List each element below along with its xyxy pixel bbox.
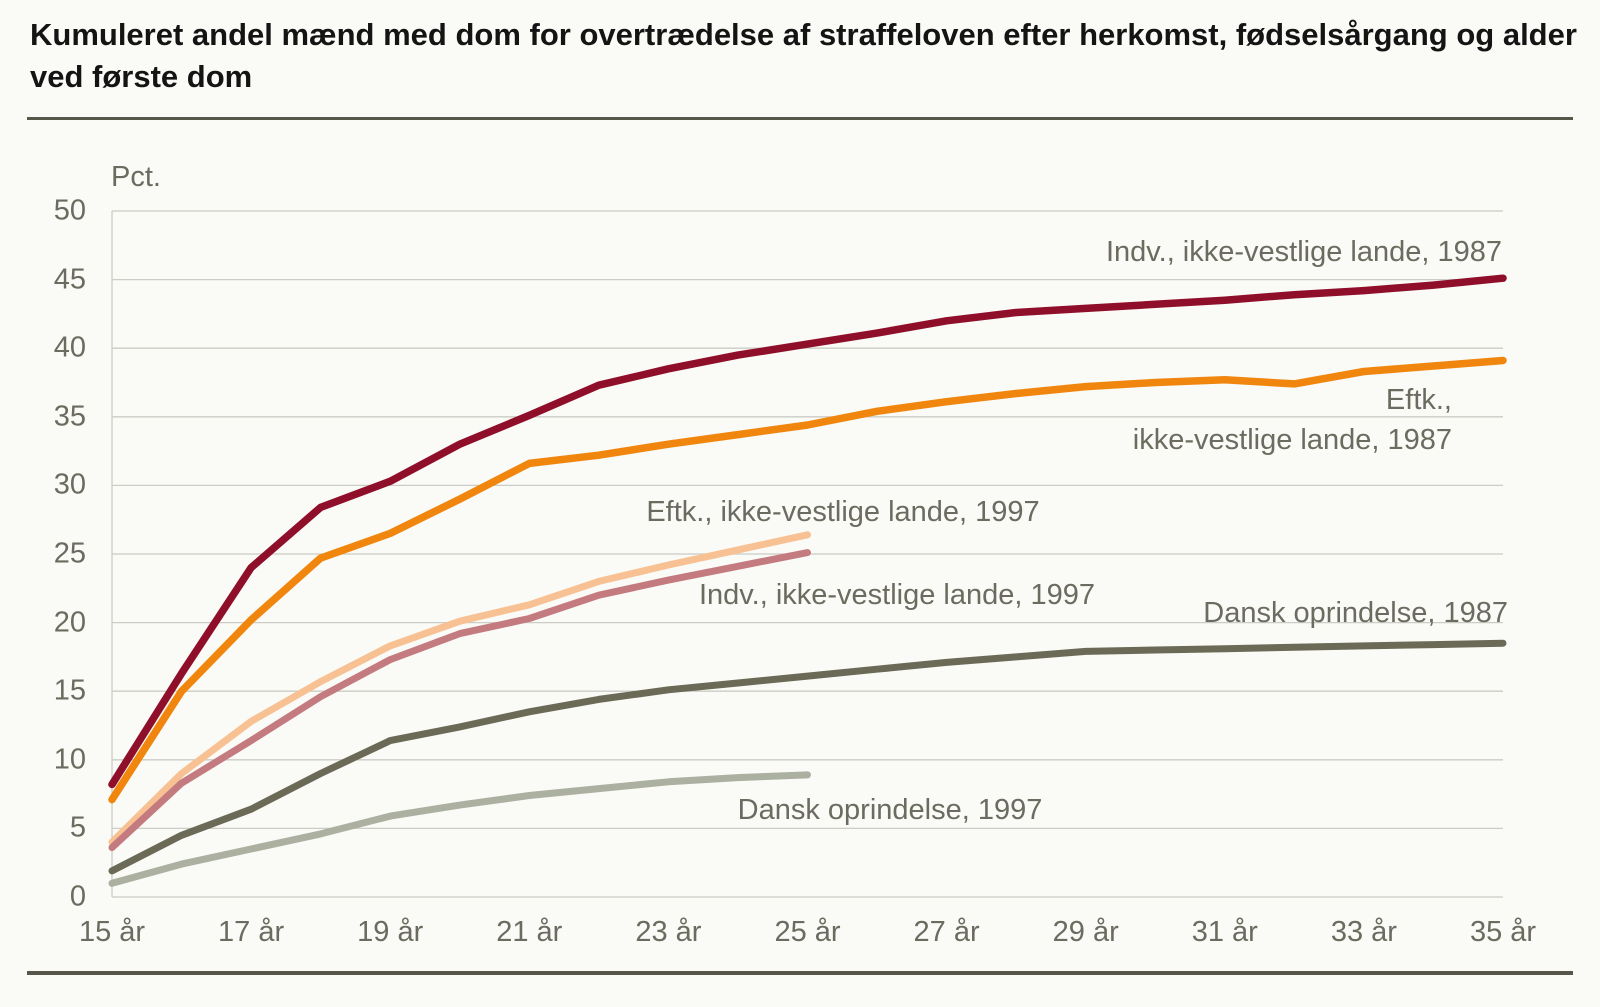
chart-title: Kumuleret andel mænd med dom for overtræ… [30, 14, 1586, 98]
series-label-line: Indv., ikke-vestlige lande, 1997 [698, 579, 1096, 611]
series-label-1: Indv., ikke-vestlige lande, 1987 [1106, 232, 1502, 272]
series-line-1 [108, 274, 1507, 789]
series-label-2: Eftk., ikke-vestlige lande, 1987 [1133, 380, 1452, 460]
y-tick-label-45: 45 [53, 263, 86, 296]
x-tick-label-31: 31 år [1191, 916, 1258, 948]
series-line-2 [108, 356, 1507, 804]
series-line-5 [108, 639, 1507, 875]
series-label-line: Eftk., [1385, 384, 1452, 416]
x-tick-label-25: 25 år [774, 916, 841, 948]
x-tick-label-17: 17 år [218, 916, 285, 948]
x-tick-label-29: 29 år [1052, 916, 1119, 948]
y-tick-label-40: 40 [53, 331, 86, 364]
series-label-3: Eftk., ikke-vestlige lande, 1997 [646, 492, 1039, 532]
y-tick-label-10: 10 [53, 743, 86, 776]
series-label-line: Eftk., ikke-vestlige lande, 1997 [646, 496, 1040, 528]
chart-title-line1: Kumuleret andel mænd med dom for overtræ… [30, 17, 1577, 52]
y-tick-label-30: 30 [53, 468, 86, 501]
series-line-6 [108, 771, 811, 887]
series-label-6: Dansk oprindelse, 1997 [738, 790, 1043, 830]
x-tick-label-27: 27 år [913, 916, 980, 948]
x-tick-label-35: 35 år [1469, 916, 1537, 948]
series-label-5: Dansk oprindelse, 1987 [1203, 593, 1508, 633]
x-tick-label-23: 23 år [635, 916, 702, 948]
chart-title-line2: ved første dom [30, 59, 253, 94]
title-separator-rule [27, 117, 1573, 120]
y-tick-label-5: 5 [69, 811, 86, 844]
series-line-4 [108, 549, 811, 852]
y-tick-label-0: 0 [69, 880, 86, 913]
series-label-line: ikke-vestlige lande, 1987 [1132, 424, 1452, 456]
series-label-line: Dansk oprindelse, 1997 [737, 794, 1043, 826]
y-axis-unit-label: Pct. [111, 161, 161, 193]
x-tick-label-15: 15 år [78, 916, 146, 948]
series-line-3 [108, 531, 811, 846]
series-label-line: Indv., ikke-vestlige lande, 1987 [1105, 236, 1502, 268]
x-tick-label-33: 33 år [1330, 916, 1397, 948]
y-tick-label-25: 25 [53, 537, 86, 570]
x-tick-label-21: 21 år [496, 916, 563, 948]
series-label-line: Dansk oprindelse, 1987 [1203, 597, 1508, 629]
y-tick-label-35: 35 [53, 400, 86, 433]
bottom-border-rule [27, 971, 1573, 975]
y-tick-label-50: 50 [53, 194, 86, 227]
y-tick-label-20: 20 [53, 606, 86, 639]
y-tick-label-15: 15 [53, 674, 86, 707]
series-label-4: Indv., ikke-vestlige lande, 1997 [699, 575, 1095, 615]
x-tick-label-19: 19 år [357, 916, 424, 948]
